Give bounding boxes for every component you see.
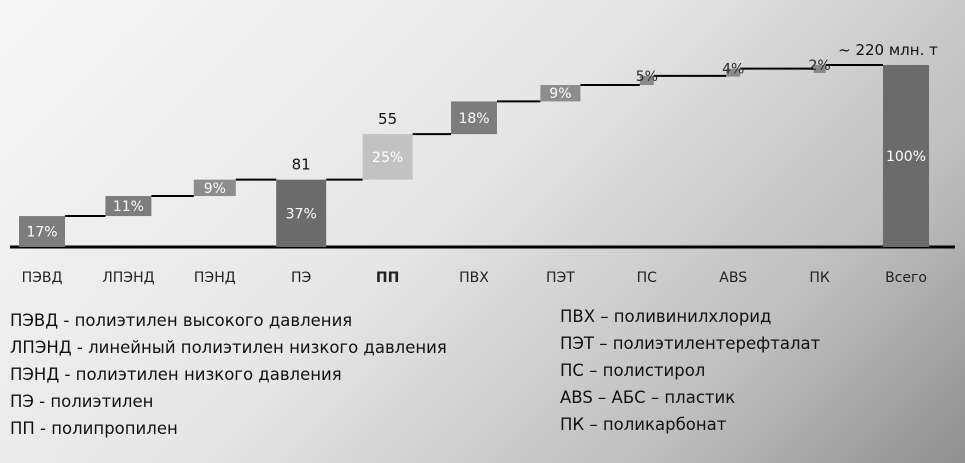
tick-label: ABS <box>719 270 747 286</box>
bar-ПЭВД <box>19 216 65 247</box>
tick-label: ПЭ <box>291 270 311 286</box>
legend-item: ПК – поликарбонат <box>560 415 727 434</box>
tick-label: ПВХ <box>459 270 489 286</box>
data-label: 9% <box>204 181 226 197</box>
data-label: 37% <box>286 206 317 222</box>
legend-item: ПВХ – поливинилхлорид <box>560 307 772 326</box>
legend-right: ПВХ – поливинилхлорид ПЭТ – полиэтиленте… <box>560 303 820 438</box>
bar-ЛПЭНД <box>105 196 152 217</box>
bar-ПП <box>362 134 413 180</box>
bar-ПС <box>639 75 654 86</box>
tick-label: Всего <box>885 270 927 286</box>
data-label: 18% <box>458 111 489 127</box>
data-label: 5% <box>636 69 658 85</box>
annotation-label: ~ 220 млн. т <box>838 41 938 59</box>
bar-ABS <box>726 68 741 77</box>
legend-item: ПЭТ – полиэтилентерефталат <box>560 334 821 353</box>
bar-Всего <box>883 65 929 247</box>
legend-item: ПЭ - полиэтилен <box>10 392 154 411</box>
legend-left: ПЭВД - полиэтилен высокого давления ЛПЭН… <box>10 307 447 442</box>
bar-ПЭ <box>276 179 327 247</box>
tick-label: ПЭТ <box>546 270 575 286</box>
legend-item: ПЭНД - полиэтилен низкого давления <box>10 365 342 384</box>
data-label: 100% <box>886 149 926 165</box>
bar-ПК <box>813 65 826 73</box>
waterfall-chart: 17% ПЭВД 11% ЛПЭНД 9% ПЭНД 37% ПЭ 25% ПП 18% ПВХ 9% П… <box>10 41 955 286</box>
bar-ПЭТ <box>540 85 581 102</box>
bar-ПВХ <box>451 101 497 135</box>
data-label: 2% <box>808 58 830 74</box>
bar-ПЭНД <box>193 179 236 197</box>
data-label: 17% <box>26 225 57 241</box>
data-label: 9% <box>549 86 571 102</box>
data-label: 11% <box>113 199 144 215</box>
tick-label: ПП <box>376 270 399 286</box>
legend-item: ABS – АБС – пластик <box>560 388 736 407</box>
data-label: 4% <box>722 62 744 78</box>
tick-label: ПЭНД <box>194 270 236 286</box>
legend-item: ПС – полистирол <box>560 361 706 380</box>
annotation-label: 81 <box>292 156 311 174</box>
legend-item: ЛПЭНД - линейный полиэтилен низкого давл… <box>10 338 447 357</box>
tick-label: ПК <box>809 270 830 286</box>
tick-label: ПС <box>637 270 658 286</box>
legend-item: ПЭВД - полиэтилен высокого давления <box>10 311 353 330</box>
annotation-label: 55 <box>378 110 397 128</box>
data-label: 25% <box>372 150 403 166</box>
legend-item: ПП - полипропилен <box>10 419 178 438</box>
tick-label: ПЭВД <box>22 270 63 286</box>
tick-label: ЛПЭНД <box>102 270 154 286</box>
